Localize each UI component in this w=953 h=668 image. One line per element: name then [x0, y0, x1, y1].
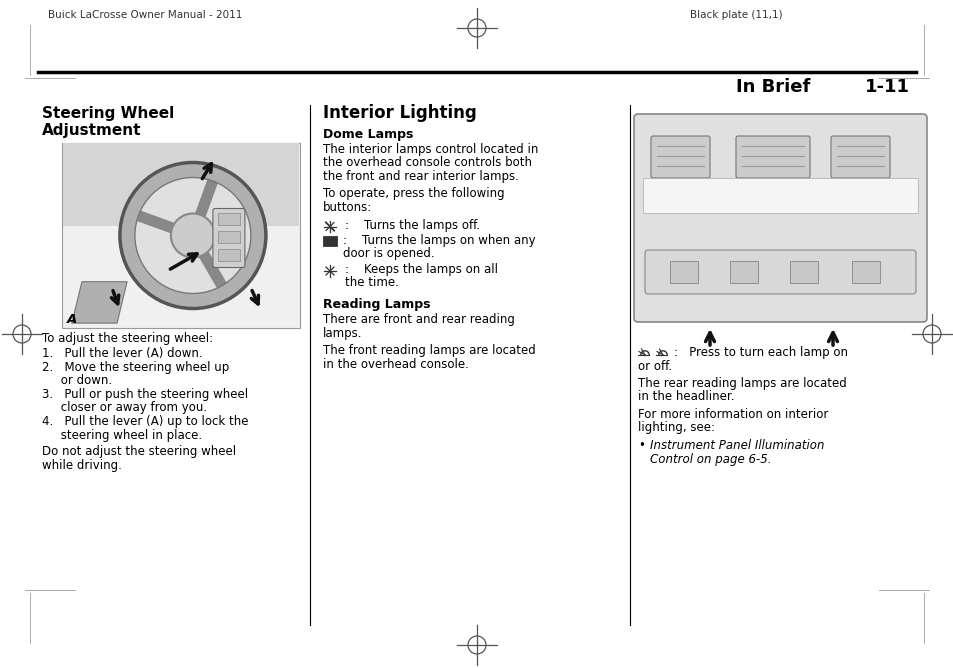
Text: To adjust the steering wheel:: To adjust the steering wheel:: [42, 332, 213, 345]
FancyBboxPatch shape: [213, 208, 245, 267]
Text: Buick LaCrosse Owner Manual - 2011: Buick LaCrosse Owner Manual - 2011: [48, 10, 242, 20]
Text: A: A: [67, 313, 77, 326]
Text: Adjustment: Adjustment: [42, 123, 141, 138]
Text: Do not adjust the steering wheel: Do not adjust the steering wheel: [42, 445, 236, 458]
Text: Reading Lamps: Reading Lamps: [323, 298, 430, 311]
Bar: [217, 230, 239, 242]
Text: In Brief: In Brief: [735, 78, 809, 96]
Text: door is opened.: door is opened.: [343, 248, 435, 261]
Bar: [729, 261, 758, 283]
Bar: [670, 261, 698, 283]
FancyBboxPatch shape: [644, 250, 915, 294]
Text: in the overhead console.: in the overhead console.: [323, 357, 468, 371]
Text: The interior lamps control located in: The interior lamps control located in: [323, 143, 537, 156]
Text: :    Keeps the lamps on all: : Keeps the lamps on all: [345, 263, 497, 276]
Text: Black plate (11,1): Black plate (11,1): [689, 10, 781, 20]
Text: or down.: or down.: [42, 375, 112, 387]
Bar: [217, 248, 239, 261]
Text: while driving.: while driving.: [42, 458, 122, 472]
Text: :    Turns the lamps on when any: : Turns the lamps on when any: [343, 234, 535, 247]
Polygon shape: [71, 282, 127, 323]
Text: closer or away from you.: closer or away from you.: [42, 401, 207, 415]
Text: Steering Wheel: Steering Wheel: [42, 106, 174, 121]
Bar: [217, 212, 239, 224]
Text: Dome Lamps: Dome Lamps: [323, 128, 413, 141]
FancyBboxPatch shape: [650, 136, 709, 178]
FancyBboxPatch shape: [634, 114, 926, 322]
Text: the time.: the time.: [345, 277, 398, 289]
Bar: [62, 143, 299, 328]
Text: Control on page 6-5.: Control on page 6-5.: [649, 452, 771, 466]
Bar: [789, 261, 817, 283]
Text: 2.   Move the steering wheel up: 2. Move the steering wheel up: [42, 361, 229, 374]
Text: There are front and rear reading: There are front and rear reading: [323, 313, 515, 326]
Text: 1.   Pull the lever (A) down.: 1. Pull the lever (A) down.: [42, 347, 202, 361]
Text: lighting, see:: lighting, see:: [638, 422, 714, 434]
Text: or off.: or off.: [638, 359, 672, 373]
Text: The front reading lamps are located: The front reading lamps are located: [323, 344, 536, 357]
Text: 3.   Pull or push the steering wheel: 3. Pull or push the steering wheel: [42, 388, 248, 401]
Text: For more information on interior: For more information on interior: [638, 408, 827, 421]
Text: Interior Lighting: Interior Lighting: [323, 104, 476, 122]
Text: To operate, press the following: To operate, press the following: [323, 188, 504, 200]
Text: the overhead console controls both: the overhead console controls both: [323, 156, 532, 170]
Bar: [323, 236, 336, 246]
FancyBboxPatch shape: [735, 136, 809, 178]
FancyBboxPatch shape: [830, 136, 889, 178]
Text: The rear reading lamps are located: The rear reading lamps are located: [638, 377, 846, 390]
Text: in the headliner.: in the headliner.: [638, 391, 734, 403]
Text: lamps.: lamps.: [323, 327, 362, 339]
Text: :   Press to turn each lamp on: : Press to turn each lamp on: [673, 346, 847, 359]
Text: :    Turns the lamps off.: : Turns the lamps off.: [345, 218, 479, 232]
Text: 1-11: 1-11: [864, 78, 909, 96]
Bar: [642, 178, 917, 213]
Text: steering wheel in place.: steering wheel in place.: [42, 428, 202, 442]
Text: 4.   Pull the lever (A) up to lock the: 4. Pull the lever (A) up to lock the: [42, 415, 248, 428]
Text: the front and rear interior lamps.: the front and rear interior lamps.: [323, 170, 518, 183]
Text: buttons:: buttons:: [323, 201, 372, 214]
Text: •: •: [638, 439, 644, 452]
Text: Instrument Panel Illumination: Instrument Panel Illumination: [649, 439, 823, 452]
Bar: [851, 261, 880, 283]
Circle shape: [171, 214, 214, 257]
Circle shape: [134, 178, 251, 293]
Bar: [63, 143, 298, 226]
Circle shape: [120, 162, 266, 309]
